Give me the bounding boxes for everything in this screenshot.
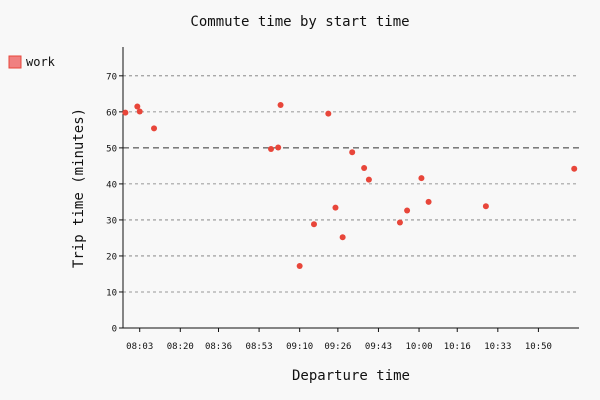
y-tick-label: 20 [106,252,117,262]
data-point [396,219,403,226]
data-point [425,198,432,205]
data-point [268,145,275,152]
data-point [361,165,368,172]
data-point [134,103,141,110]
x-tick-label: 08:03 [126,342,153,352]
legend-swatch-work [8,55,22,69]
data-point [122,109,129,116]
data-point [277,102,284,109]
x-tick-label: 09:43 [365,342,392,352]
data-point [482,203,489,210]
y-tick-label: 50 [106,144,117,154]
x-tick-label: 08:20 [167,342,194,352]
legend: work [8,55,56,69]
data-point [365,176,372,183]
x-tick-label: 10:50 [525,342,552,352]
data-point [275,144,282,151]
data-point [349,149,356,156]
x-tick-label: 10:16 [444,342,471,352]
data-point [418,175,425,182]
chart-title: Commute time by start time [190,14,409,30]
data-points [122,102,578,270]
data-point [339,234,346,241]
y-tick-label: 30 [106,216,117,226]
x-tick-label: 08:36 [205,342,232,352]
data-point [325,110,332,117]
data-point [404,207,411,214]
gridlines [123,75,579,293]
x-tick-label: 10:00 [405,342,432,352]
y-tick-label: 0 [112,325,117,335]
data-point [571,165,578,172]
y-axis-label: Trip time (minutes) [71,108,87,268]
data-point [296,263,303,270]
axes [122,47,579,329]
x-ticks: 08:03 08:20 08:36 08:53 09:10 09:26 09:43 10:00… [126,328,552,352]
x-tick-label: 08:53 [246,342,273,352]
data-point [136,108,143,115]
y-tick-label: 70 [106,72,117,82]
x-tick-label: 09:10 [286,342,313,352]
data-point [310,221,317,228]
x-tick-label: 10:33 [484,342,511,352]
x-axis-label: Departure time [292,368,410,384]
data-point [151,125,158,132]
legend-label-work: work [26,55,56,69]
x-tick-label: 09:26 [324,342,351,352]
data-point [332,204,339,211]
y-tick-label: 60 [106,108,117,118]
y-tick-label: 10 [106,288,117,298]
y-tick-label: 40 [106,180,117,190]
y-ticks: 0 10 20 30 40 50 60 70 [106,72,123,335]
